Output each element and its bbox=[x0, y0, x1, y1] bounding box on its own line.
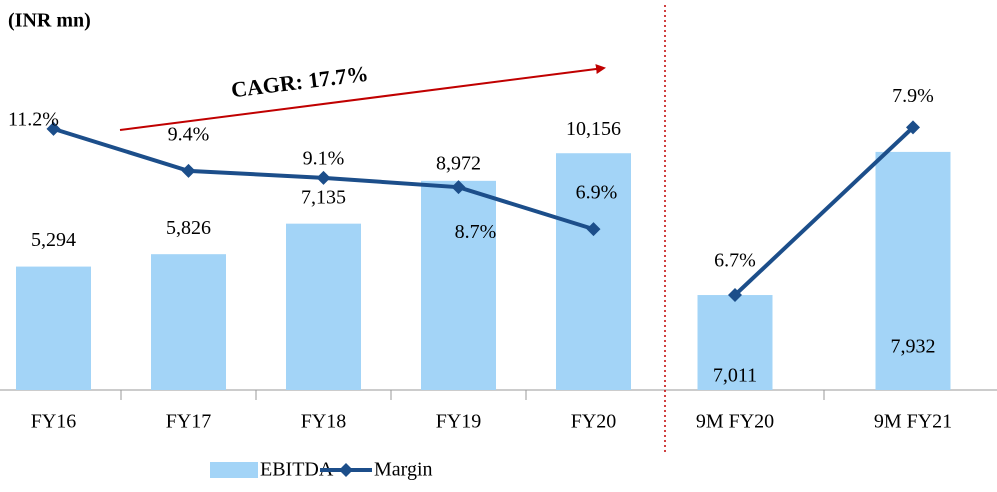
margin-marker bbox=[906, 120, 920, 135]
margin-marker bbox=[728, 288, 742, 303]
margin-label: 9.4% bbox=[168, 123, 210, 145]
x-tick-label: FY19 bbox=[436, 411, 482, 433]
margin-label: 9.1% bbox=[303, 147, 345, 169]
margin-label: 6.7% bbox=[714, 250, 756, 272]
margin-marker bbox=[46, 121, 61, 136]
x-tick-label: FY16 bbox=[31, 411, 77, 433]
margin-marker bbox=[316, 170, 331, 185]
ebitda-label: 5,826 bbox=[166, 217, 211, 239]
legend-label: EBITDA bbox=[260, 459, 334, 481]
ebitda-label: 8,972 bbox=[436, 152, 481, 174]
ebitda-label: 7,135 bbox=[301, 186, 346, 208]
ebitda-label: 7,011 bbox=[713, 365, 757, 387]
ebitda-bar bbox=[421, 180, 496, 390]
unit-label: (INR mn) bbox=[8, 10, 91, 32]
x-tick-label: FY20 bbox=[571, 411, 617, 433]
margin-marker bbox=[181, 163, 196, 178]
ebitda-bar bbox=[16, 266, 91, 390]
legend-marker bbox=[339, 463, 353, 477]
margin-label: 7.9% bbox=[892, 85, 934, 107]
x-tick-label: FY18 bbox=[301, 411, 347, 433]
margin-line bbox=[733, 125, 915, 297]
margin-marker bbox=[451, 180, 466, 195]
cagr-annotation: CAGR: 17.7% bbox=[230, 61, 370, 103]
margin-label: 8.7% bbox=[455, 221, 497, 243]
margin-marker bbox=[586, 222, 601, 237]
ebitda-label: 7,932 bbox=[891, 336, 936, 358]
ebitda-label: 10,156 bbox=[566, 118, 621, 140]
legend-swatch bbox=[210, 462, 258, 478]
margin-label: 11.2% bbox=[8, 108, 59, 130]
x-tick-label: 9M FY20 bbox=[696, 411, 774, 433]
cagr-arrow bbox=[119, 64, 606, 131]
ebitda-label: 5,294 bbox=[31, 229, 76, 251]
x-tick-label: FY17 bbox=[166, 411, 212, 433]
ebitda-bar bbox=[556, 153, 631, 390]
margin-label: 6.9% bbox=[576, 182, 618, 204]
legend-label: Margin bbox=[374, 459, 433, 481]
ebitda-bar bbox=[697, 295, 773, 390]
x-tick-label: 9M FY21 bbox=[874, 411, 952, 433]
ebitda-bar bbox=[875, 151, 951, 390]
ebitda-bar bbox=[151, 254, 226, 390]
ebitda-bar bbox=[286, 223, 361, 390]
